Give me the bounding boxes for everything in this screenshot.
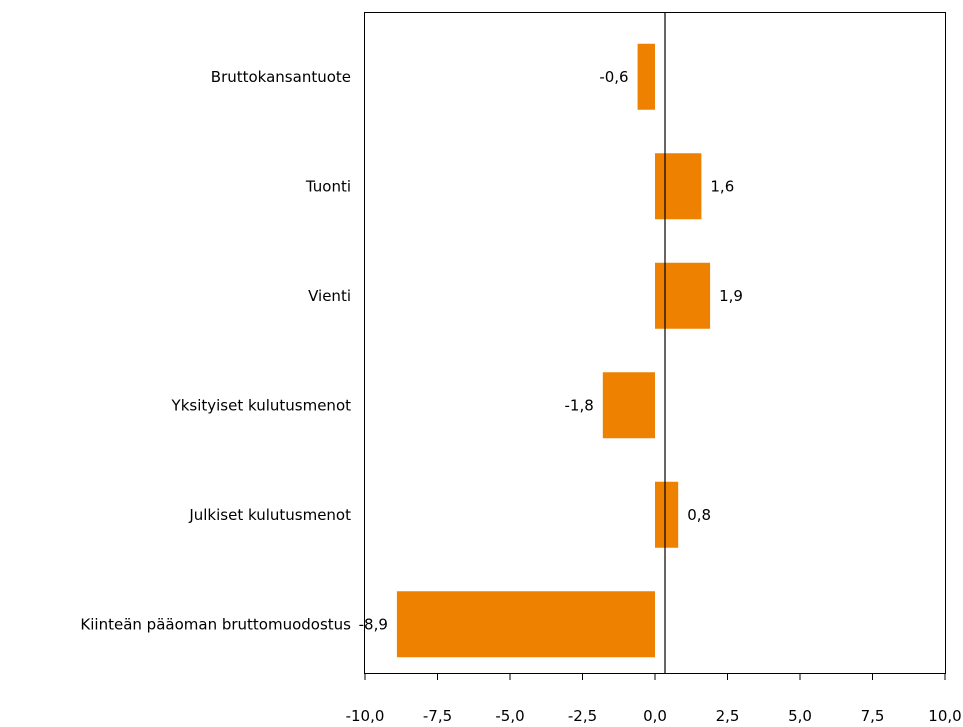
value-labels: -0,6 1,6 1,9 -1,8 0,8 -8,9 — [359, 68, 743, 634]
x-tick-label: -5,0 — [495, 707, 524, 725]
x-tick-label: 2,5 — [716, 707, 740, 725]
category-labels: Bruttokansantuote Tuonti Vienti Yksityiset … — [80, 68, 351, 634]
category-label: Vienti — [308, 287, 351, 305]
category-label: Tuonti — [305, 177, 351, 195]
category-label: Bruttokansantuote — [211, 68, 351, 86]
x-tick-label: -10,0 — [346, 707, 385, 725]
x-tick-label: 10,0 — [928, 707, 961, 725]
category-label: Julkiset kulutusmenot — [188, 506, 351, 524]
x-tick-label: 5,0 — [788, 707, 812, 725]
plot-frame — [364, 12, 946, 674]
data-label: 1,6 — [710, 177, 734, 195]
bar — [655, 481, 679, 548]
bar — [637, 43, 655, 110]
data-label: -0,6 — [599, 68, 628, 86]
bars-layer — [396, 43, 711, 658]
x-tick-label: 0,0 — [643, 707, 667, 725]
x-axis: -10,0 -7,5 -5,0 -2,5 0,0 2,5 5,0 7,5 10,0 — [346, 674, 962, 725]
bar — [655, 153, 702, 220]
bar — [655, 262, 711, 329]
x-tick-label: -7,5 — [423, 707, 452, 725]
data-label: 1,9 — [719, 287, 743, 305]
bar — [396, 591, 655, 658]
category-label: Kiinteän pääoman bruttomuodostus — [80, 615, 351, 633]
category-label: Yksityiset kulutusmenot — [171, 396, 352, 414]
data-label: -8,9 — [359, 615, 388, 633]
data-label: 0,8 — [687, 506, 711, 524]
data-label: -1,8 — [565, 396, 594, 414]
x-tick-label: -2,5 — [568, 707, 597, 725]
x-tick-label: 7,5 — [861, 707, 885, 725]
bar — [602, 372, 655, 439]
